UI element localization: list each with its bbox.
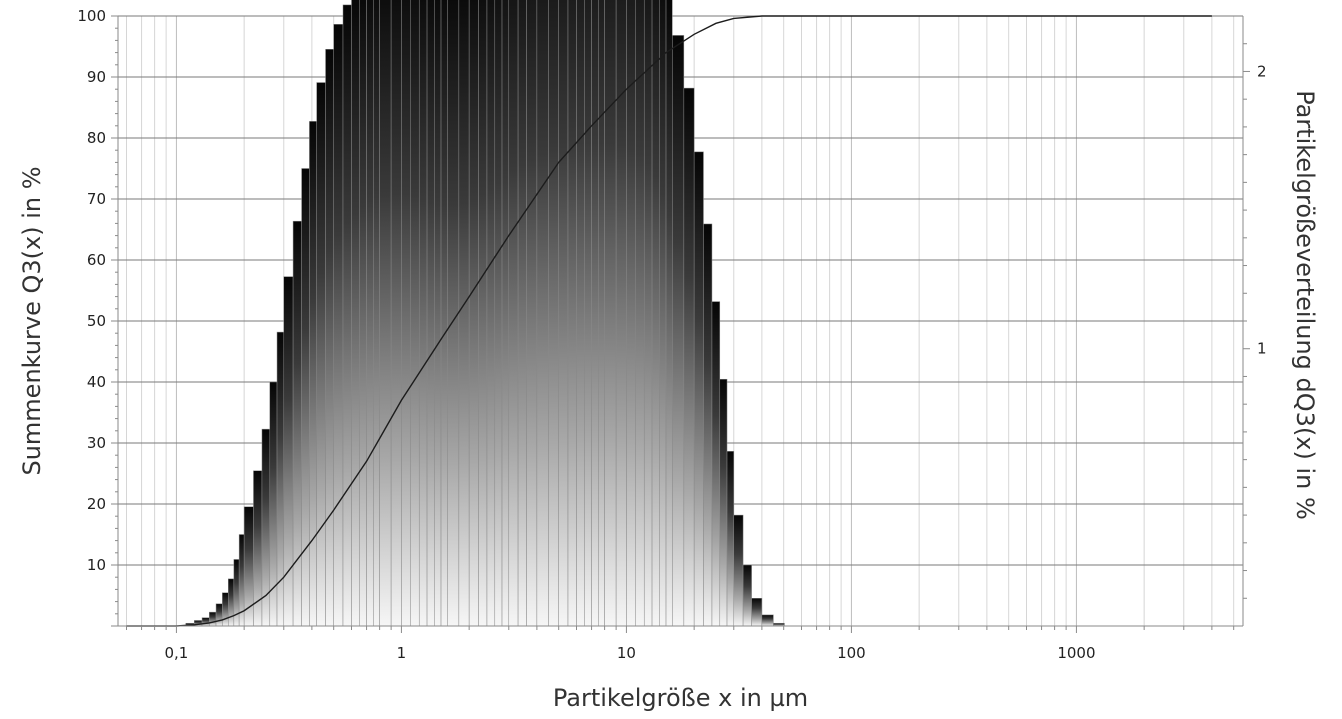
histogram-bar	[276, 331, 285, 627]
histogram-bar	[261, 428, 271, 627]
histogram-bar	[567, 0, 577, 627]
histogram-bar	[283, 276, 294, 627]
histogram-bar	[576, 0, 585, 627]
histogram-bar	[719, 378, 728, 627]
histogram-bar	[526, 0, 538, 627]
histogram-bar	[410, 0, 420, 627]
histogram-bar	[401, 0, 411, 627]
histogram-bar	[683, 87, 695, 627]
histogram-bars	[185, 0, 785, 627]
histogram-bar	[517, 0, 527, 627]
x-tick-label: 10	[617, 644, 636, 662]
histogram-bar	[325, 49, 334, 627]
histogram-bar	[447, 0, 460, 627]
histogram-bar	[379, 0, 392, 627]
histogram-bar	[390, 0, 402, 627]
histogram-bar	[659, 0, 667, 627]
histogram-bar	[558, 0, 569, 627]
histogram-bar	[269, 381, 278, 627]
histogram-bar	[333, 24, 344, 627]
histogram-bar	[201, 617, 210, 627]
histogram-bar	[591, 0, 599, 627]
histogram-bar	[711, 301, 721, 627]
axes	[111, 15, 1250, 633]
y-left-tick-label: 10	[87, 556, 106, 574]
y-left-tick-label: 70	[87, 190, 106, 208]
histogram-bar	[228, 578, 235, 627]
y-left-tick-label: 90	[87, 68, 106, 86]
histogram-bar	[604, 0, 617, 627]
histogram-bar	[751, 598, 763, 627]
y-left-tick-label: 50	[87, 312, 106, 330]
histogram-bar	[222, 592, 229, 627]
y-left-tick-label: 80	[87, 129, 106, 147]
y-right-axis-title: Partikelgrößeverteilung dQ3(x) in %	[1291, 90, 1319, 520]
histogram-bar	[651, 0, 660, 627]
y-left-tick-label: 40	[87, 373, 106, 391]
histogram-bar	[309, 121, 317, 627]
histogram-bar	[215, 603, 223, 627]
histogram-bar	[359, 0, 367, 627]
y-left-axis-title: Summenkurve Q3(x) in %	[18, 166, 46, 475]
histogram-bar	[742, 564, 752, 627]
y-left-tick-label: 30	[87, 434, 106, 452]
y-right-tick-label: 2	[1257, 62, 1267, 80]
histogram-bar	[440, 0, 448, 627]
histogram-bar	[316, 82, 326, 627]
x-tick-label: 100	[837, 644, 866, 662]
histogram-bar	[733, 514, 744, 627]
y-right-tick-label: 1	[1257, 340, 1267, 358]
histogram-bar	[426, 0, 435, 627]
cumulative-curve-line	[126, 15, 1212, 627]
histogram-bar	[536, 0, 549, 627]
histogram-bar	[508, 0, 519, 627]
histogram-bar	[494, 0, 503, 627]
histogram-bar	[584, 0, 592, 627]
histogram-bar	[418, 0, 428, 627]
histogram-bar	[468, 0, 479, 627]
histogram-bar	[665, 0, 673, 627]
histogram-bar	[598, 0, 605, 627]
histogram-bar	[501, 0, 510, 627]
y-left-tick-label: 100	[77, 7, 106, 25]
histogram-bar	[726, 451, 735, 627]
histogram-bar	[486, 0, 496, 627]
y-left-tick-label: 20	[87, 495, 106, 513]
histogram-bar	[209, 611, 217, 627]
histogram-bar	[626, 0, 636, 627]
histogram-bar	[292, 220, 302, 627]
histogram-bar	[478, 0, 488, 627]
histogram-bar	[458, 0, 470, 627]
histogram-bar	[342, 4, 352, 627]
histogram-bar	[693, 151, 704, 627]
histogram-bar	[635, 0, 645, 627]
cumulative-curve	[126, 15, 1212, 627]
histogram-bar	[301, 168, 310, 627]
x-tick-label: 0,1	[164, 644, 188, 662]
histogram-bar	[373, 0, 380, 627]
histogram-bar	[434, 0, 442, 627]
tick-labels: 0,1 1 10 100 1000 10 20 30 40 50 60 70 80 90 100 1 2	[77, 7, 1266, 662]
histogram-bar	[703, 223, 713, 627]
x-tick-label: 1	[397, 644, 407, 662]
histogram-bar	[672, 35, 685, 627]
histogram-bar	[351, 0, 360, 627]
y-left-tick-label: 60	[87, 251, 106, 269]
histogram-bar	[548, 0, 559, 627]
histogram-bar	[643, 0, 653, 627]
x-axis-title: Partikelgröße x in µm	[553, 684, 808, 712]
histogram-bar	[366, 0, 374, 627]
x-tick-label: 1000	[1057, 644, 1095, 662]
histogram-bar	[761, 614, 774, 627]
